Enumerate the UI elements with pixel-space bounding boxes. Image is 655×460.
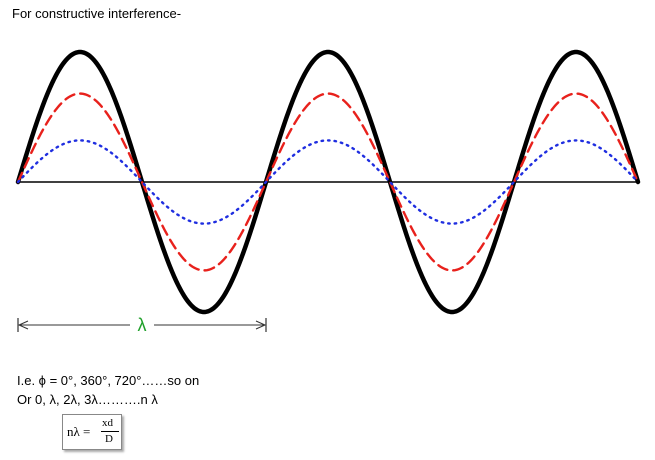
wave-dashed (16, 92, 640, 272)
fraction-bar (101, 431, 119, 432)
wavelength-label: λ (138, 315, 147, 335)
formula-lhs: nλ = (67, 424, 91, 439)
wave-solid (15, 49, 641, 315)
wave-group (15, 49, 641, 315)
wavelength-left-arrowhead (17, 320, 29, 330)
formula-denominator: D (105, 433, 113, 445)
formula-numerator: xd (102, 417, 113, 429)
path-difference-text: Or 0, λ, 2λ, 3λ……….n λ (17, 392, 158, 407)
wave-dotted (16, 139, 640, 225)
wavelength-marker: λ (17, 315, 267, 335)
formula-box: nλ = xd D (62, 414, 122, 450)
phase-values-text: I.e. ϕ = 0°, 360°, 720°……so on (17, 373, 200, 388)
interference-diagram: λ (15, 49, 641, 335)
page-heading: For constructive interference- (12, 6, 182, 21)
wavelength-right-arrowhead (255, 320, 267, 330)
